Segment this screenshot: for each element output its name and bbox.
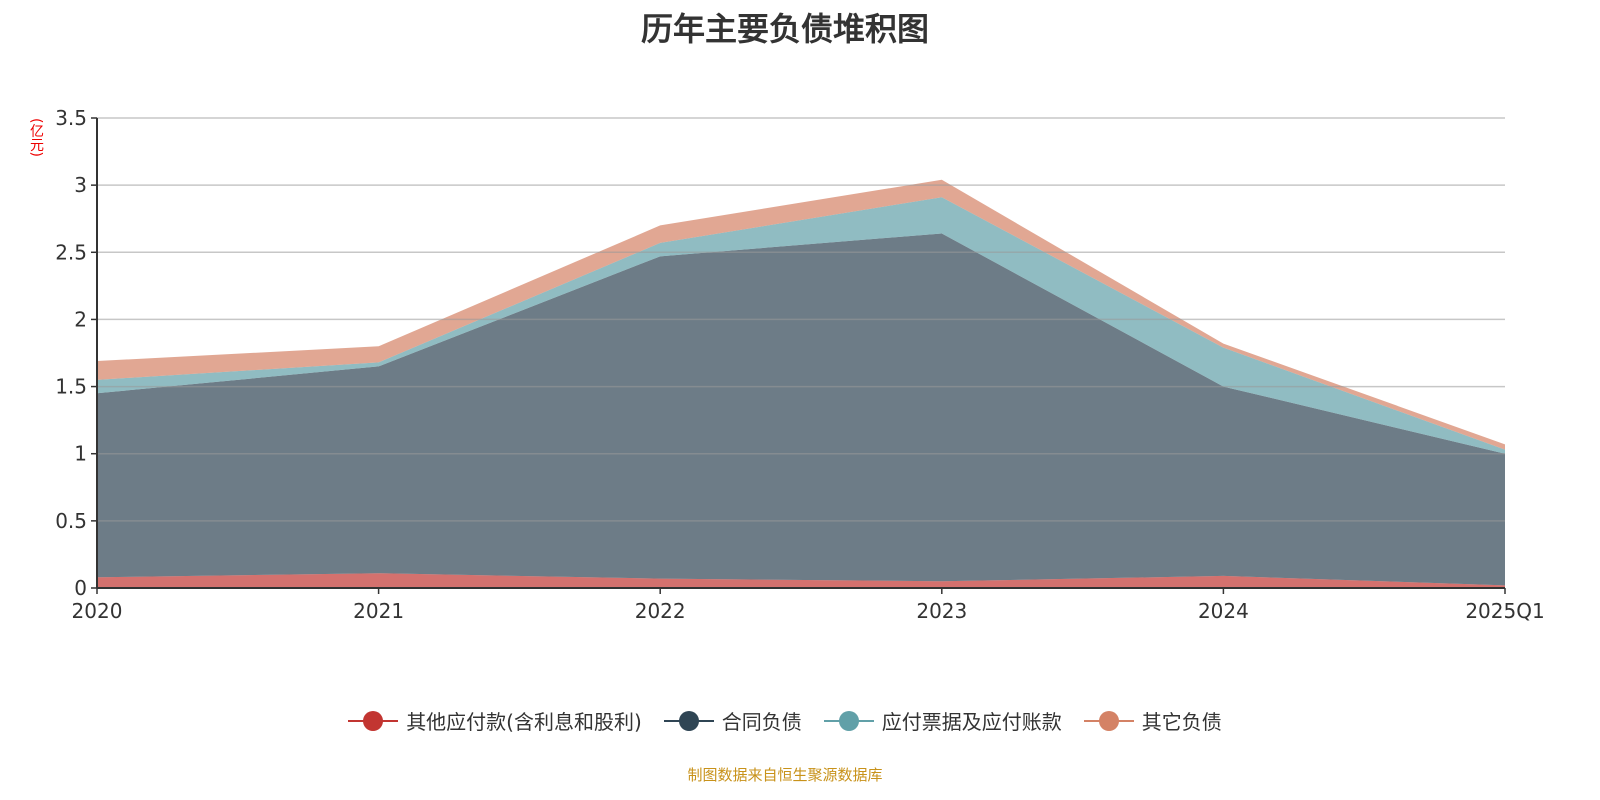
y-tick-label: 0 (74, 576, 87, 600)
legend-marker-icon (663, 710, 714, 731)
x-tick-label: 2022 (635, 599, 686, 623)
legend-marker-icon (1083, 710, 1134, 731)
y-tick-label: 1 (74, 442, 87, 466)
y-tick-label: 2.5 (55, 240, 87, 264)
legend-label: 其它负债 (1141, 710, 1222, 734)
y-tick-label: 2 (74, 307, 87, 331)
legend-label: 应付票据及应付账款 (881, 710, 1062, 734)
legend-label: 合同负债 (721, 710, 802, 734)
y-tick-label: 3.5 (55, 106, 87, 130)
legend-item[interactable]: 应付票据及应付账款 (823, 706, 1062, 735)
area-series-0 (97, 573, 1505, 588)
x-tick-label: 2024 (1198, 599, 1249, 623)
legend: 其他应付款(含利息和股利) 合同负债 应付票据及应付账款 其它负债 (0, 706, 1570, 735)
data-source-note: 制图数据来自恒生聚源数据库 (687, 766, 883, 784)
x-tick-label: 2023 (916, 599, 967, 623)
y-tick-label: 3 (74, 173, 87, 197)
x-tick-label: 2025Q1 (1465, 599, 1544, 623)
legend-item[interactable]: 其它负债 (1083, 706, 1222, 735)
area-series-1 (97, 233, 1505, 586)
legend-marker-icon (348, 710, 399, 731)
y-axis-unit-label: (亿元) (28, 118, 44, 157)
y-tick-label: 0.5 (55, 509, 87, 533)
legend-label: 其他应付款(含利息和股利) (406, 710, 642, 734)
chart-title: 历年主要负债堆积图 (640, 10, 929, 48)
x-tick-label: 2020 (72, 599, 123, 623)
x-tick-label: 2021 (353, 599, 404, 623)
y-tick-label: 1.5 (55, 375, 87, 399)
legend-item[interactable]: 其他应付款(含利息和股利) (348, 706, 642, 735)
legend-marker-icon (823, 710, 874, 731)
chart-area: 0 0.5 1 1.5 2 2.5 3 3.5 2020 2021 2022 2023 2024 2025… (55, 106, 1545, 623)
legend-item[interactable]: 合同负债 (663, 706, 802, 735)
